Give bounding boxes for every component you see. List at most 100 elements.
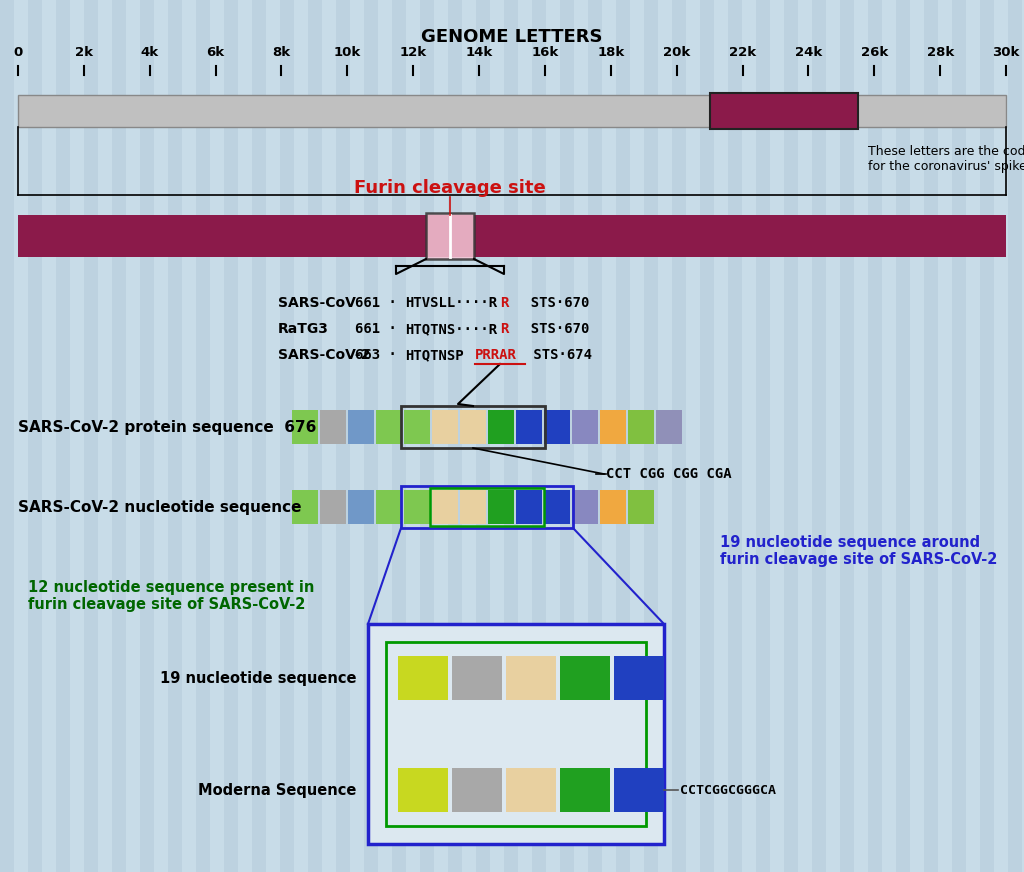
FancyBboxPatch shape <box>292 410 318 444</box>
FancyBboxPatch shape <box>506 768 556 812</box>
FancyBboxPatch shape <box>392 0 406 872</box>
Text: 6k: 6k <box>207 45 224 58</box>
FancyBboxPatch shape <box>544 490 570 524</box>
FancyBboxPatch shape <box>452 656 502 700</box>
FancyBboxPatch shape <box>336 0 350 872</box>
Text: 12 nucleotide sequence present in
furin cleavage site of SARS-CoV-2: 12 nucleotide sequence present in furin … <box>28 580 314 612</box>
FancyBboxPatch shape <box>628 490 654 524</box>
FancyBboxPatch shape <box>572 490 598 524</box>
Text: Moderna Sequence: Moderna Sequence <box>198 782 356 798</box>
FancyBboxPatch shape <box>560 656 610 700</box>
Text: HTQTNS····R: HTQTNS····R <box>406 322 497 336</box>
FancyBboxPatch shape <box>572 410 598 444</box>
FancyBboxPatch shape <box>398 656 449 700</box>
FancyBboxPatch shape <box>368 624 664 844</box>
FancyBboxPatch shape <box>56 0 70 872</box>
FancyBboxPatch shape <box>614 656 664 700</box>
Text: R: R <box>500 322 508 336</box>
FancyBboxPatch shape <box>700 0 714 872</box>
FancyBboxPatch shape <box>376 410 402 444</box>
Text: CCT CGG CGG CGA: CCT CGG CGG CGA <box>606 467 731 481</box>
FancyBboxPatch shape <box>868 0 882 872</box>
Text: GENOME LETTERS: GENOME LETTERS <box>421 28 603 46</box>
FancyBboxPatch shape <box>280 0 294 872</box>
FancyBboxPatch shape <box>348 410 374 444</box>
Text: 18k: 18k <box>597 45 625 58</box>
FancyBboxPatch shape <box>460 490 486 524</box>
FancyBboxPatch shape <box>432 490 458 524</box>
FancyBboxPatch shape <box>560 768 610 812</box>
Text: HTQTNSP: HTQTNSP <box>406 348 464 362</box>
FancyBboxPatch shape <box>140 0 154 872</box>
FancyBboxPatch shape <box>252 0 266 872</box>
Text: 16k: 16k <box>531 45 558 58</box>
FancyBboxPatch shape <box>504 0 518 872</box>
Text: STS·670: STS·670 <box>514 296 590 310</box>
Text: CCTCGGCGGGCA: CCTCGGCGGGCA <box>680 784 776 796</box>
FancyBboxPatch shape <box>784 0 798 872</box>
FancyBboxPatch shape <box>426 213 474 259</box>
FancyBboxPatch shape <box>728 0 742 872</box>
FancyBboxPatch shape <box>812 0 826 872</box>
Text: 19 nucleotide sequence: 19 nucleotide sequence <box>160 671 356 685</box>
FancyBboxPatch shape <box>488 490 514 524</box>
FancyBboxPatch shape <box>308 0 322 872</box>
FancyBboxPatch shape <box>28 0 42 872</box>
FancyBboxPatch shape <box>452 768 502 812</box>
Text: RaTG3: RaTG3 <box>278 322 329 336</box>
FancyBboxPatch shape <box>432 410 458 444</box>
FancyBboxPatch shape <box>644 0 658 872</box>
FancyBboxPatch shape <box>980 0 994 872</box>
Text: 8k: 8k <box>272 45 291 58</box>
Text: 10k: 10k <box>334 45 360 58</box>
FancyBboxPatch shape <box>0 0 14 872</box>
FancyBboxPatch shape <box>672 0 686 872</box>
Text: 14k: 14k <box>466 45 493 58</box>
FancyBboxPatch shape <box>756 0 770 872</box>
Text: R: R <box>500 296 508 310</box>
FancyBboxPatch shape <box>292 490 318 524</box>
FancyBboxPatch shape <box>18 95 1006 127</box>
FancyBboxPatch shape <box>376 490 402 524</box>
FancyBboxPatch shape <box>364 0 378 872</box>
Text: 20k: 20k <box>664 45 690 58</box>
FancyBboxPatch shape <box>196 0 210 872</box>
FancyBboxPatch shape <box>398 768 449 812</box>
FancyBboxPatch shape <box>588 0 602 872</box>
FancyBboxPatch shape <box>840 0 854 872</box>
Text: These letters are the code
for the coronavirus' spike protein: These letters are the code for the coron… <box>867 145 1024 173</box>
FancyBboxPatch shape <box>476 0 490 872</box>
Text: 26k: 26k <box>860 45 888 58</box>
FancyBboxPatch shape <box>168 0 182 872</box>
FancyBboxPatch shape <box>560 0 574 872</box>
FancyBboxPatch shape <box>488 410 514 444</box>
FancyBboxPatch shape <box>952 0 966 872</box>
FancyBboxPatch shape <box>516 410 542 444</box>
FancyBboxPatch shape <box>896 0 910 872</box>
Text: 663 ·: 663 · <box>355 348 397 362</box>
FancyBboxPatch shape <box>224 0 238 872</box>
FancyBboxPatch shape <box>420 0 434 872</box>
FancyBboxPatch shape <box>516 490 542 524</box>
Text: Furin cleavage site: Furin cleavage site <box>354 179 546 197</box>
Text: PRRAR: PRRAR <box>475 348 517 362</box>
Text: 19 nucleotide sequence around
furin cleavage site of SARS-CoV-2: 19 nucleotide sequence around furin clea… <box>720 535 997 568</box>
Text: 12k: 12k <box>399 45 427 58</box>
FancyBboxPatch shape <box>18 215 1006 257</box>
Text: STS·674: STS·674 <box>525 348 592 362</box>
Text: 2k: 2k <box>75 45 93 58</box>
FancyBboxPatch shape <box>628 410 654 444</box>
FancyBboxPatch shape <box>532 0 546 872</box>
FancyBboxPatch shape <box>319 490 346 524</box>
FancyBboxPatch shape <box>404 490 430 524</box>
FancyBboxPatch shape <box>544 410 570 444</box>
Text: SARS-CoV-2: SARS-CoV-2 <box>278 348 371 362</box>
FancyBboxPatch shape <box>449 0 462 872</box>
FancyBboxPatch shape <box>348 490 374 524</box>
Text: STS·670: STS·670 <box>514 322 590 336</box>
FancyBboxPatch shape <box>319 410 346 444</box>
Text: 24k: 24k <box>795 45 822 58</box>
FancyBboxPatch shape <box>614 768 664 812</box>
Text: 4k: 4k <box>140 45 159 58</box>
FancyBboxPatch shape <box>600 490 626 524</box>
